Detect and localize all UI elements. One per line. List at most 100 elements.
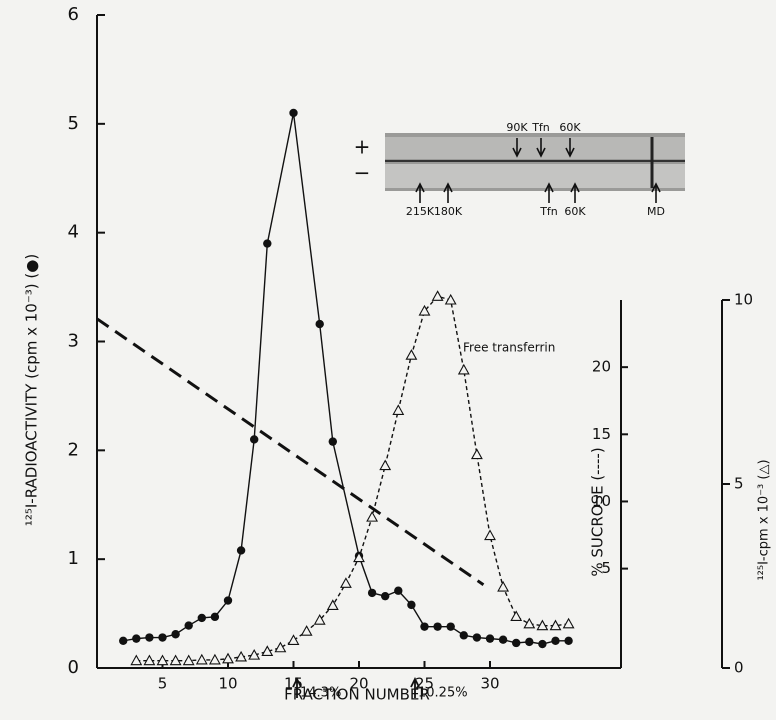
gel-label: MD [647, 205, 665, 218]
series-line [136, 295, 569, 662]
gel-label: Tfn [531, 121, 550, 134]
data-point [418, 304, 431, 316]
data-point [564, 636, 573, 645]
data-point [367, 588, 377, 598]
y3-tick-label: 0 [734, 659, 744, 677]
data-point [132, 634, 141, 643]
data-point [235, 650, 248, 662]
gel-arrow [536, 138, 546, 158]
data-point [394, 586, 403, 595]
data-point [549, 619, 562, 631]
x-tick-label: 10 [218, 675, 237, 693]
data-point [562, 617, 575, 629]
gel-label: 90K [506, 121, 528, 134]
data-point [197, 613, 206, 623]
gel-arrow [570, 182, 580, 203]
data-point [379, 459, 392, 471]
data-point [353, 551, 365, 563]
data-point [250, 435, 259, 444]
data-point [431, 290, 444, 301]
y-tick-label: 6 [68, 4, 79, 25]
gel-sign: + [354, 135, 371, 159]
arrow [410, 676, 420, 698]
data-point [315, 319, 324, 329]
data-point [182, 654, 195, 666]
x-tick-label: 25 [415, 675, 434, 693]
data-point [523, 617, 536, 629]
data-point [222, 652, 234, 664]
y3-tick-label: 10 [734, 291, 753, 309]
x-tick-label: 15 [284, 675, 303, 693]
gel-lane [385, 137, 685, 159]
data-point [156, 654, 169, 666]
y2-tick-label: 20 [592, 358, 611, 376]
data-point [536, 619, 549, 631]
data-point [261, 645, 274, 656]
data-point [538, 639, 547, 649]
y-tick-label: 4 [68, 222, 79, 243]
data-point [236, 546, 246, 555]
x-axis-label: FRACTION NUMBER [284, 686, 430, 704]
annotation: Free transferrin [463, 341, 555, 355]
data-point [484, 529, 496, 541]
data-point [457, 363, 470, 375]
series-line [123, 112, 569, 645]
data-point [512, 638, 521, 648]
gel-arrow [544, 182, 554, 203]
gel-sign: − [354, 161, 371, 185]
data-point [525, 637, 534, 647]
data-point [498, 635, 508, 644]
data-point [274, 641, 287, 653]
y-tick-label: 1 [68, 548, 79, 569]
data-point [287, 634, 300, 645]
gel-label: 215K [406, 205, 435, 218]
data-point [459, 631, 468, 640]
data-point [392, 404, 405, 415]
y-tick-label: 0 [68, 657, 79, 678]
data-point [263, 239, 272, 248]
data-point [169, 654, 182, 666]
data-point [485, 634, 495, 643]
y3-axis-label: ¹²⁵I-cpm x 10⁻³ (△) [757, 459, 772, 580]
y3-tick-label: 5 [734, 475, 744, 493]
data-point [472, 633, 482, 642]
gel-label: 180K [434, 205, 463, 218]
y2-tick-label: 5 [601, 559, 611, 577]
gel-lane [385, 164, 685, 188]
gel-arrow [512, 138, 522, 158]
data-point [158, 633, 167, 642]
data-point [119, 636, 128, 645]
data-point [248, 648, 261, 660]
x-tick-label: 5 [158, 675, 168, 693]
y-tick-label: 5 [68, 113, 79, 134]
y2-tick-label: 15 [592, 425, 611, 443]
data-point [328, 437, 337, 446]
y2-axis-label: % SUCROSE (----) [589, 447, 607, 576]
data-point [210, 612, 220, 622]
gel-label: 60K [559, 121, 581, 134]
x-tick-label: 30 [480, 675, 499, 693]
data-point [433, 622, 442, 631]
y-axis-label: ¹²⁵I-RADIOACTIVITY (cpm x 10⁻³) (●) [23, 254, 41, 526]
gel-arrow [651, 182, 661, 203]
arrow [292, 676, 302, 698]
data-point [184, 621, 193, 630]
data-point [223, 596, 233, 605]
data-point [339, 577, 352, 588]
annotation: 14.3% [300, 686, 341, 701]
data-point [510, 610, 523, 622]
gel-arrow [415, 182, 425, 203]
data-point [313, 614, 326, 625]
data-point [381, 591, 390, 601]
data-point [446, 622, 455, 631]
data-point [366, 510, 379, 522]
data-point [470, 448, 483, 460]
data-point [145, 633, 154, 642]
y-tick-label: 3 [68, 331, 79, 352]
gel-label: 60K [564, 205, 586, 218]
series-line [96, 317, 485, 586]
gel-arrow [565, 138, 575, 158]
data-point [195, 653, 208, 665]
annotation: 10.25% [418, 686, 468, 701]
